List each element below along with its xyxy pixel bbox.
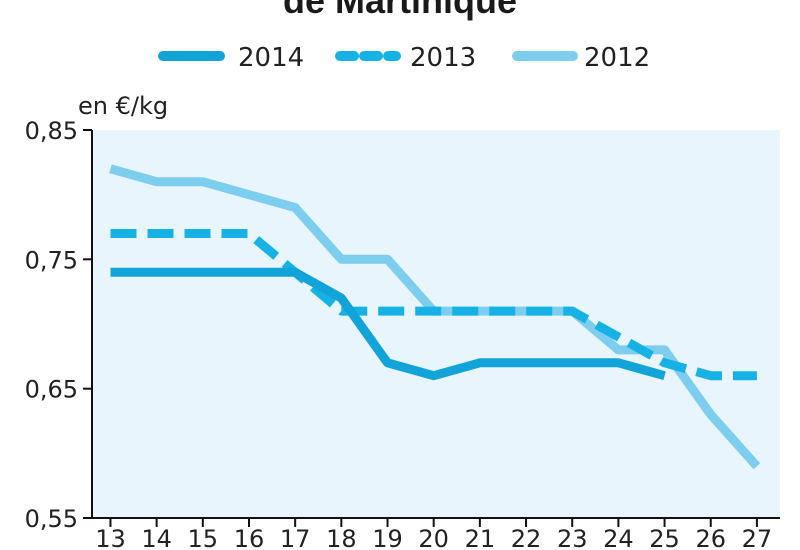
x-tick-label: 25 bbox=[649, 525, 680, 550]
x-tick-label: 18 bbox=[326, 525, 357, 550]
plot-area bbox=[92, 130, 780, 518]
legend-label-2012: 2012 bbox=[584, 43, 650, 73]
chart-legend: 2014 2013 2012 bbox=[158, 43, 650, 73]
x-tick-label: 19 bbox=[372, 525, 403, 550]
y-tick-label: 0,55 bbox=[25, 505, 78, 533]
legend-label-2014: 2014 bbox=[238, 43, 304, 73]
legend-label-2013: 2013 bbox=[410, 43, 476, 73]
x-tick-label: 20 bbox=[418, 525, 449, 550]
y-tick-label: 0,65 bbox=[25, 376, 78, 404]
x-tick-label: 27 bbox=[742, 525, 773, 550]
x-tick-label: 17 bbox=[280, 525, 311, 550]
x-tick-label: 13 bbox=[95, 525, 126, 550]
series-layer bbox=[109, 164, 761, 470]
x-tick-label: 21 bbox=[465, 525, 496, 550]
x-tick-label: 23 bbox=[557, 525, 588, 550]
x-tick-label: 14 bbox=[141, 525, 172, 550]
x-tick-label: 24 bbox=[603, 525, 634, 550]
x-tick-label: 15 bbox=[188, 525, 219, 550]
chart-title: de Martinique bbox=[283, 0, 517, 21]
y-axis-ticks: 0,55 0,65 0,75 0,85 bbox=[25, 117, 92, 533]
x-tick-label: 16 bbox=[234, 525, 265, 550]
y-tick-label: 0,85 bbox=[25, 117, 78, 145]
series-line-2014 bbox=[110, 267, 666, 381]
x-axis-ticks: 13 14 15 16 17 18 19 20 21 22 23 24 25 26 27 bbox=[95, 518, 772, 550]
x-tick-label: 22 bbox=[511, 525, 542, 550]
y-axis-unit-label: en €/kg bbox=[78, 92, 168, 120]
x-tick-label: 26 bbox=[695, 525, 726, 550]
series-line-2013 bbox=[110, 229, 757, 381]
y-tick-label: 0,75 bbox=[25, 246, 78, 274]
